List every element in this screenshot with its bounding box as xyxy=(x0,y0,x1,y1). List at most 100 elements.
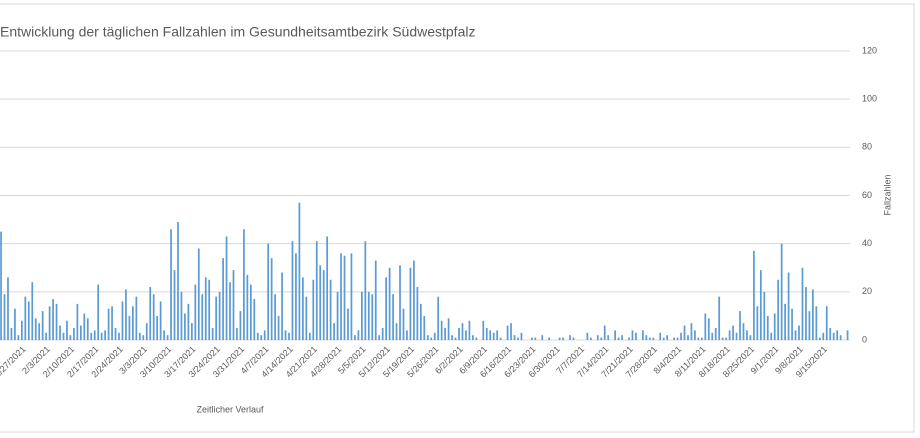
bar xyxy=(281,272,283,340)
bar xyxy=(319,265,322,340)
bar xyxy=(159,301,162,340)
bar xyxy=(315,241,318,340)
bar xyxy=(79,325,82,340)
bar xyxy=(562,337,564,340)
bar xyxy=(468,320,471,340)
bar xyxy=(145,323,148,340)
bar xyxy=(14,308,16,340)
bar xyxy=(801,267,804,340)
bar xyxy=(225,236,228,340)
bar xyxy=(295,253,297,340)
bar xyxy=(589,337,592,340)
bar xyxy=(38,323,41,340)
bar xyxy=(326,236,329,340)
bar xyxy=(388,267,391,340)
bar xyxy=(475,337,478,340)
bar xyxy=(229,282,231,340)
bar xyxy=(201,294,204,340)
bar xyxy=(76,303,79,340)
bar xyxy=(347,308,349,340)
bar xyxy=(506,325,509,340)
bar xyxy=(211,327,214,340)
bar xyxy=(423,315,426,340)
bar xyxy=(132,306,134,340)
bar xyxy=(558,337,561,340)
bar xyxy=(163,330,165,340)
bar xyxy=(812,289,814,340)
bar xyxy=(614,330,616,340)
bar xyxy=(83,313,86,340)
bar xyxy=(239,311,242,340)
bar xyxy=(305,296,308,340)
bar xyxy=(340,253,342,340)
bar xyxy=(222,258,224,340)
bar xyxy=(572,337,575,340)
bar xyxy=(291,241,294,340)
bar xyxy=(232,270,235,340)
bar xyxy=(256,332,259,340)
bar xyxy=(336,291,339,340)
bar xyxy=(350,253,353,340)
bar xyxy=(808,311,811,340)
bar xyxy=(41,311,44,340)
bar xyxy=(170,229,172,340)
bar xyxy=(406,330,408,340)
bar xyxy=(364,241,367,340)
bar xyxy=(177,221,179,340)
bar xyxy=(749,335,752,340)
bar xyxy=(253,299,256,340)
bar xyxy=(534,337,537,340)
bar xyxy=(90,332,93,340)
chart-title: Entwicklung der täglichen Fallzahlen im … xyxy=(0,24,475,40)
bar xyxy=(399,265,401,340)
bar xyxy=(395,323,398,340)
bar xyxy=(302,277,304,340)
bar xyxy=(298,202,301,340)
bar xyxy=(805,287,807,340)
bar xyxy=(517,337,519,340)
bar xyxy=(846,330,849,340)
bar xyxy=(645,335,648,340)
y-tick-label: 20 xyxy=(862,286,872,296)
bar xyxy=(777,279,780,340)
bar xyxy=(402,308,405,340)
bar xyxy=(187,303,190,340)
bar xyxy=(496,330,499,340)
bar xyxy=(746,330,748,340)
bar xyxy=(381,327,384,340)
bar xyxy=(635,332,637,340)
bar xyxy=(659,332,662,340)
bar xyxy=(385,277,388,340)
bar xyxy=(27,301,30,340)
bar xyxy=(104,330,106,340)
bar xyxy=(263,330,266,340)
bar xyxy=(759,270,762,340)
bar xyxy=(197,248,200,340)
y-axis-title: Fallzahlen xyxy=(882,174,892,215)
bar xyxy=(0,231,2,340)
bar xyxy=(190,323,193,340)
bar xyxy=(794,330,797,340)
bar xyxy=(773,313,776,340)
bar xyxy=(822,332,825,340)
bar xyxy=(697,337,700,340)
bar xyxy=(236,327,238,340)
bar xyxy=(829,327,832,340)
bar xyxy=(374,260,377,340)
bar xyxy=(274,294,276,340)
bar xyxy=(631,330,634,340)
bar xyxy=(55,303,58,340)
chart-frame xyxy=(0,3,915,433)
bar xyxy=(815,306,818,340)
bar xyxy=(392,294,394,340)
bar xyxy=(152,294,155,340)
bar xyxy=(93,330,96,340)
bar xyxy=(600,337,603,340)
bar xyxy=(45,332,48,340)
bar xyxy=(343,255,346,340)
bar xyxy=(416,287,419,340)
bar xyxy=(142,335,145,340)
bar xyxy=(458,327,460,340)
bar xyxy=(818,337,821,340)
bar xyxy=(125,289,127,340)
